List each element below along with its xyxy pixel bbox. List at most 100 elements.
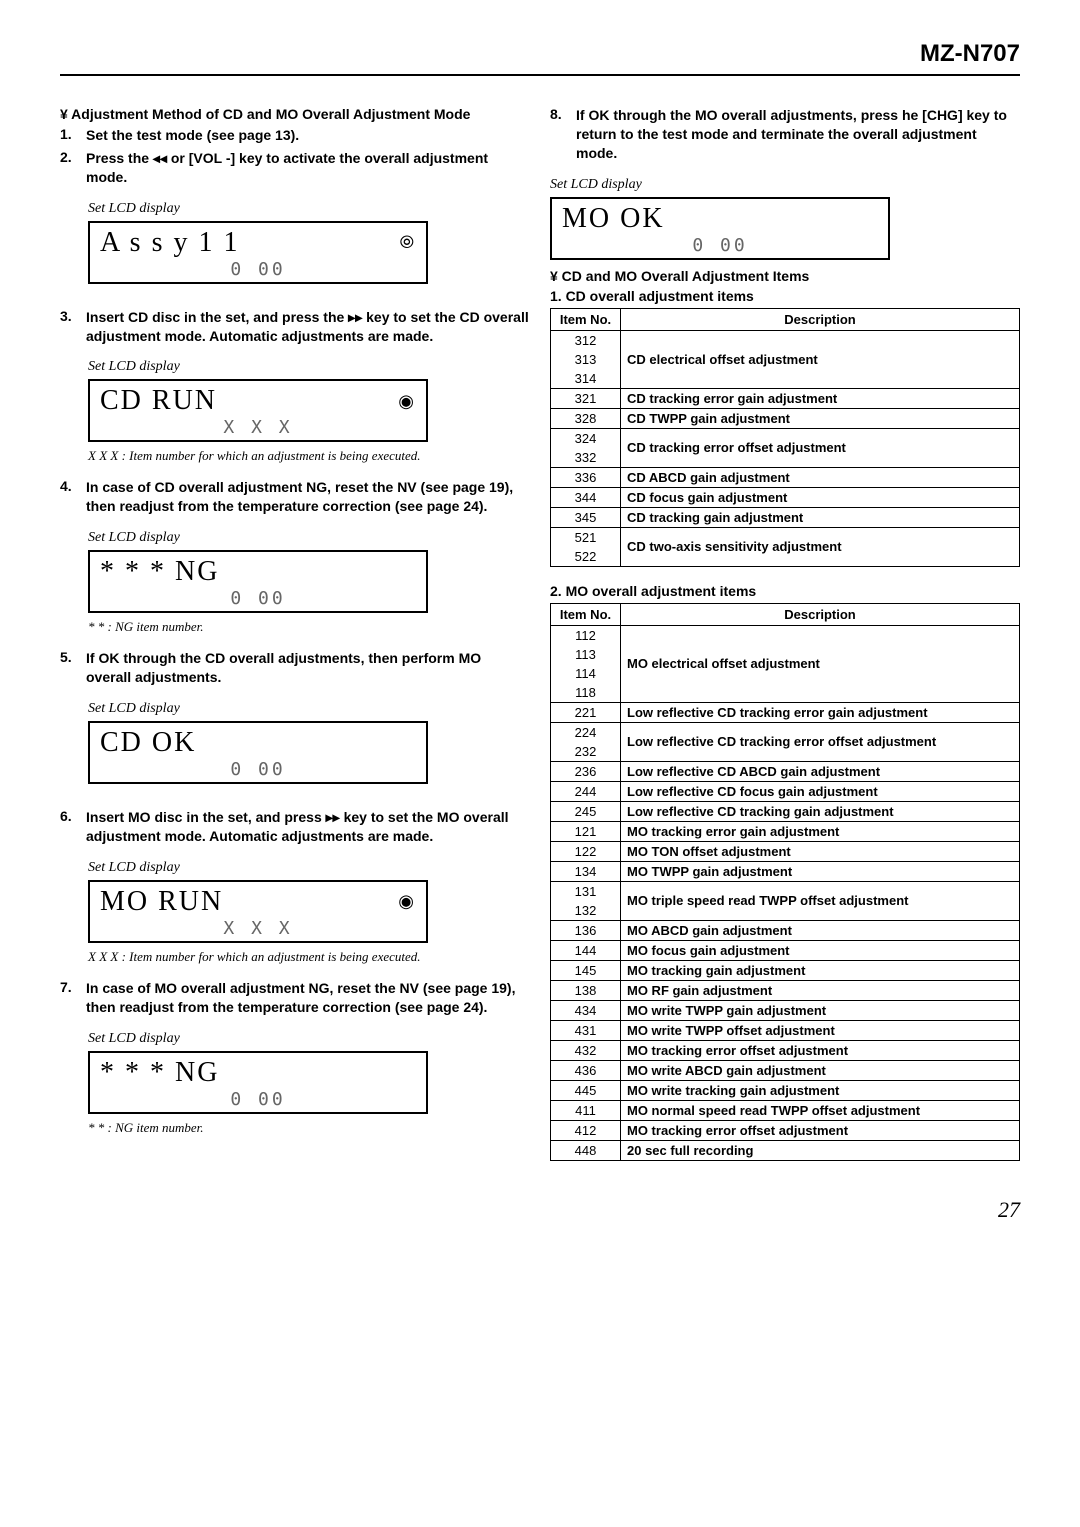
step-body: Insert MO disc in the set, and press ▸▸ … bbox=[86, 808, 530, 846]
description-cell: Low reflective CD tracking error gain ad… bbox=[621, 702, 1020, 722]
description-cell: MO write ABCD gain adjustment bbox=[621, 1060, 1020, 1080]
step-num: 6. bbox=[60, 808, 86, 846]
table-row: 112MO electrical offset adjustment bbox=[551, 625, 1020, 645]
note-xxx-2: X X X : Item number for which an adjustm… bbox=[88, 949, 530, 965]
lcd-morun: MO RUN◉ X X X bbox=[88, 880, 428, 943]
item-number-cell: 431 bbox=[551, 1020, 621, 1040]
description-cell: MO TON offset adjustment bbox=[621, 841, 1020, 861]
description-cell: MO tracking gain adjustment bbox=[621, 960, 1020, 980]
table-row: 345CD tracking gain adjustment bbox=[551, 507, 1020, 527]
description-cell: MO electrical offset adjustment bbox=[621, 625, 1020, 702]
item-number-cell: 411 bbox=[551, 1100, 621, 1120]
item-number-cell: 328 bbox=[551, 408, 621, 428]
cd-items-table: Item No. Description 312CD electrical of… bbox=[550, 308, 1020, 567]
item-number-cell: 114 bbox=[551, 664, 621, 683]
item-number-cell: 344 bbox=[551, 487, 621, 507]
lcd-top-text: A s s y 1 1 bbox=[100, 227, 239, 259]
disc-transfer-icon: ⦾ bbox=[400, 232, 416, 253]
item-number-cell: 236 bbox=[551, 761, 621, 781]
table-row: 344CD focus gain adjustment bbox=[551, 487, 1020, 507]
note-ng: * * : NG item number. bbox=[88, 619, 530, 635]
item-number-cell: 448 bbox=[551, 1140, 621, 1160]
item-number-cell: 136 bbox=[551, 920, 621, 940]
lcd-cdrun: CD RUN◉ X X X bbox=[88, 379, 428, 442]
item-number-cell: 445 bbox=[551, 1080, 621, 1100]
description-cell: Low reflective CD tracking error offset … bbox=[621, 722, 1020, 761]
note-xxx: X X X : Item number for which an adjustm… bbox=[88, 448, 530, 464]
item-number-cell: 244 bbox=[551, 781, 621, 801]
item-number-cell: 121 bbox=[551, 821, 621, 841]
description-cell: MO TWPP gain adjustment bbox=[621, 861, 1020, 881]
table-row: 412MO tracking error offset adjustment bbox=[551, 1120, 1020, 1140]
description-cell: MO normal speed read TWPP offset adjustm… bbox=[621, 1100, 1020, 1120]
description-cell: MO ABCD gain adjustment bbox=[621, 920, 1020, 940]
step-body: In case of MO overall adjustment NG, res… bbox=[86, 979, 530, 1017]
item-number-cell: 436 bbox=[551, 1060, 621, 1080]
description-cell: 20 sec full recording bbox=[621, 1140, 1020, 1160]
lcd-bottom-text: 0 00 bbox=[100, 1089, 416, 1110]
description-cell: Low reflective CD focus gain adjustment bbox=[621, 781, 1020, 801]
lcd-bottom-text: 0 00 bbox=[562, 235, 878, 256]
table-row: 324CD tracking error offset adjustment bbox=[551, 428, 1020, 448]
left-section-title: ¥ Adjustment Method of CD and MO Overall… bbox=[60, 106, 530, 122]
lcd-cdok: CD OK 0 00 bbox=[88, 721, 428, 784]
lcd-ng1: * * * NG 0 00 bbox=[88, 550, 428, 613]
description-cell: MO write TWPP offset adjustment bbox=[621, 1020, 1020, 1040]
right-column: 8.If OK through the MO overall adjustmen… bbox=[550, 106, 1020, 1177]
description-cell: Low reflective CD tracking gain adjustme… bbox=[621, 801, 1020, 821]
table-row: 244Low reflective CD focus gain adjustme… bbox=[551, 781, 1020, 801]
step-body: If OK through the CD overall adjustments… bbox=[86, 649, 530, 687]
item-number-cell: 145 bbox=[551, 960, 621, 980]
description-cell: CD tracking error gain adjustment bbox=[621, 388, 1020, 408]
right-section-title: ¥ CD and MO Overall Adjustment Items bbox=[550, 268, 1020, 284]
description-cell: Low reflective CD ABCD gain adjustment bbox=[621, 761, 1020, 781]
th-description: Description bbox=[621, 308, 1020, 330]
lcd-bottom-text: 0 00 bbox=[100, 759, 416, 780]
table-row: 236Low reflective CD ABCD gain adjustmen… bbox=[551, 761, 1020, 781]
mo-items-heading: 2. MO overall adjustment items bbox=[550, 583, 1020, 599]
description-cell: MO tracking error offset adjustment bbox=[621, 1120, 1020, 1140]
description-cell: MO focus gain adjustment bbox=[621, 940, 1020, 960]
lcd-top-text: * * * NG bbox=[100, 556, 219, 588]
lcd-label: Set LCD display bbox=[88, 201, 530, 217]
step-num: 7. bbox=[60, 979, 86, 1017]
lcd-top-text: CD OK bbox=[100, 727, 196, 759]
lcd-top-text: MO RUN bbox=[100, 886, 223, 918]
step-num: 2. bbox=[60, 149, 86, 187]
description-cell: CD focus gain adjustment bbox=[621, 487, 1020, 507]
item-number-cell: 432 bbox=[551, 1040, 621, 1060]
table-row: 434MO write TWPP gain adjustment bbox=[551, 1000, 1020, 1020]
item-number-cell: 313 bbox=[551, 350, 621, 369]
step-body: In case of CD overall adjustment NG, res… bbox=[86, 478, 530, 516]
table-row: 436MO write ABCD gain adjustment bbox=[551, 1060, 1020, 1080]
table-row: 122MO TON offset adjustment bbox=[551, 841, 1020, 861]
step-num: 8. bbox=[550, 106, 576, 163]
description-cell: MO write tracking gain adjustment bbox=[621, 1080, 1020, 1100]
item-number-cell: 345 bbox=[551, 507, 621, 527]
description-cell: MO triple speed read TWPP offset adjustm… bbox=[621, 881, 1020, 920]
item-number-cell: 522 bbox=[551, 547, 621, 567]
lcd-label: Set LCD display bbox=[88, 701, 530, 717]
description-cell: MO RF gain adjustment bbox=[621, 980, 1020, 1000]
item-number-cell: 312 bbox=[551, 330, 621, 350]
lcd-label: Set LCD display bbox=[88, 1031, 530, 1047]
item-number-cell: 224 bbox=[551, 722, 621, 742]
table-row: 411MO normal speed read TWPP offset adju… bbox=[551, 1100, 1020, 1120]
lcd-mook: MO OK 0 00 bbox=[550, 197, 890, 260]
table-row: 131MO triple speed read TWPP offset adju… bbox=[551, 881, 1020, 901]
item-number-cell: 324 bbox=[551, 428, 621, 448]
item-number-cell: 232 bbox=[551, 742, 621, 762]
item-number-cell: 314 bbox=[551, 369, 621, 389]
item-number-cell: 321 bbox=[551, 388, 621, 408]
item-number-cell: 336 bbox=[551, 467, 621, 487]
item-number-cell: 122 bbox=[551, 841, 621, 861]
lcd-assy: A s s y 1 1⦾ 0 00 bbox=[88, 221, 428, 284]
table-row: 432MO tracking error offset adjustment bbox=[551, 1040, 1020, 1060]
step-num: 1. bbox=[60, 126, 86, 145]
item-number-cell: 132 bbox=[551, 901, 621, 921]
step-body: Insert CD disc in the set, and press the… bbox=[86, 308, 530, 346]
lcd-label: Set LCD display bbox=[88, 530, 530, 546]
cd-items-heading: 1. CD overall adjustment items bbox=[550, 288, 1020, 304]
lcd-top-text: CD RUN bbox=[100, 385, 217, 417]
step-num: 4. bbox=[60, 478, 86, 516]
